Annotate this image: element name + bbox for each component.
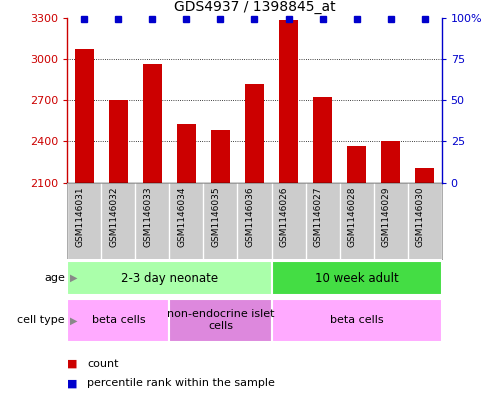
Text: GSM1146026: GSM1146026 <box>279 187 288 247</box>
Text: cell type: cell type <box>17 315 65 325</box>
Bar <box>271 261 442 295</box>
Text: 10 week adult: 10 week adult <box>315 272 398 285</box>
Bar <box>67 261 271 295</box>
Text: GSM1146031: GSM1146031 <box>75 187 84 247</box>
Text: beta cells: beta cells <box>92 315 145 325</box>
Text: percentile rank within the sample: percentile rank within the sample <box>87 378 275 388</box>
Bar <box>109 100 128 183</box>
Text: non-endocrine islet
cells: non-endocrine islet cells <box>167 310 274 331</box>
Text: GSM1146036: GSM1146036 <box>246 187 254 247</box>
Text: GSM1146032: GSM1146032 <box>109 187 118 247</box>
Text: GSM1146030: GSM1146030 <box>416 187 425 247</box>
Text: count: count <box>87 358 119 369</box>
Bar <box>313 97 332 183</box>
Bar <box>347 145 366 183</box>
Text: GSM1146035: GSM1146035 <box>212 187 221 247</box>
Text: GSM1146028: GSM1146028 <box>348 187 357 247</box>
Bar <box>211 130 230 183</box>
Text: GSM1146029: GSM1146029 <box>382 187 391 247</box>
Bar <box>381 141 400 183</box>
Text: beta cells: beta cells <box>330 315 383 325</box>
Title: GDS4937 / 1398845_at: GDS4937 / 1398845_at <box>174 0 335 14</box>
Text: GSM1146033: GSM1146033 <box>143 187 152 247</box>
Text: 2-3 day neonate: 2-3 day neonate <box>121 272 218 285</box>
Bar <box>279 20 298 183</box>
Bar <box>67 299 170 342</box>
Text: GSM1146034: GSM1146034 <box>178 187 187 247</box>
Bar <box>415 167 434 183</box>
Bar <box>177 123 196 183</box>
Text: ■: ■ <box>67 378 78 388</box>
Text: ■: ■ <box>67 358 78 369</box>
Bar <box>75 49 94 183</box>
Bar <box>143 64 162 183</box>
Text: ▶: ▶ <box>70 273 77 283</box>
Text: GSM1146027: GSM1146027 <box>313 187 322 247</box>
Text: age: age <box>44 273 65 283</box>
Bar <box>170 299 271 342</box>
Bar <box>245 84 264 183</box>
Bar <box>271 299 442 342</box>
Text: ▶: ▶ <box>70 315 77 325</box>
